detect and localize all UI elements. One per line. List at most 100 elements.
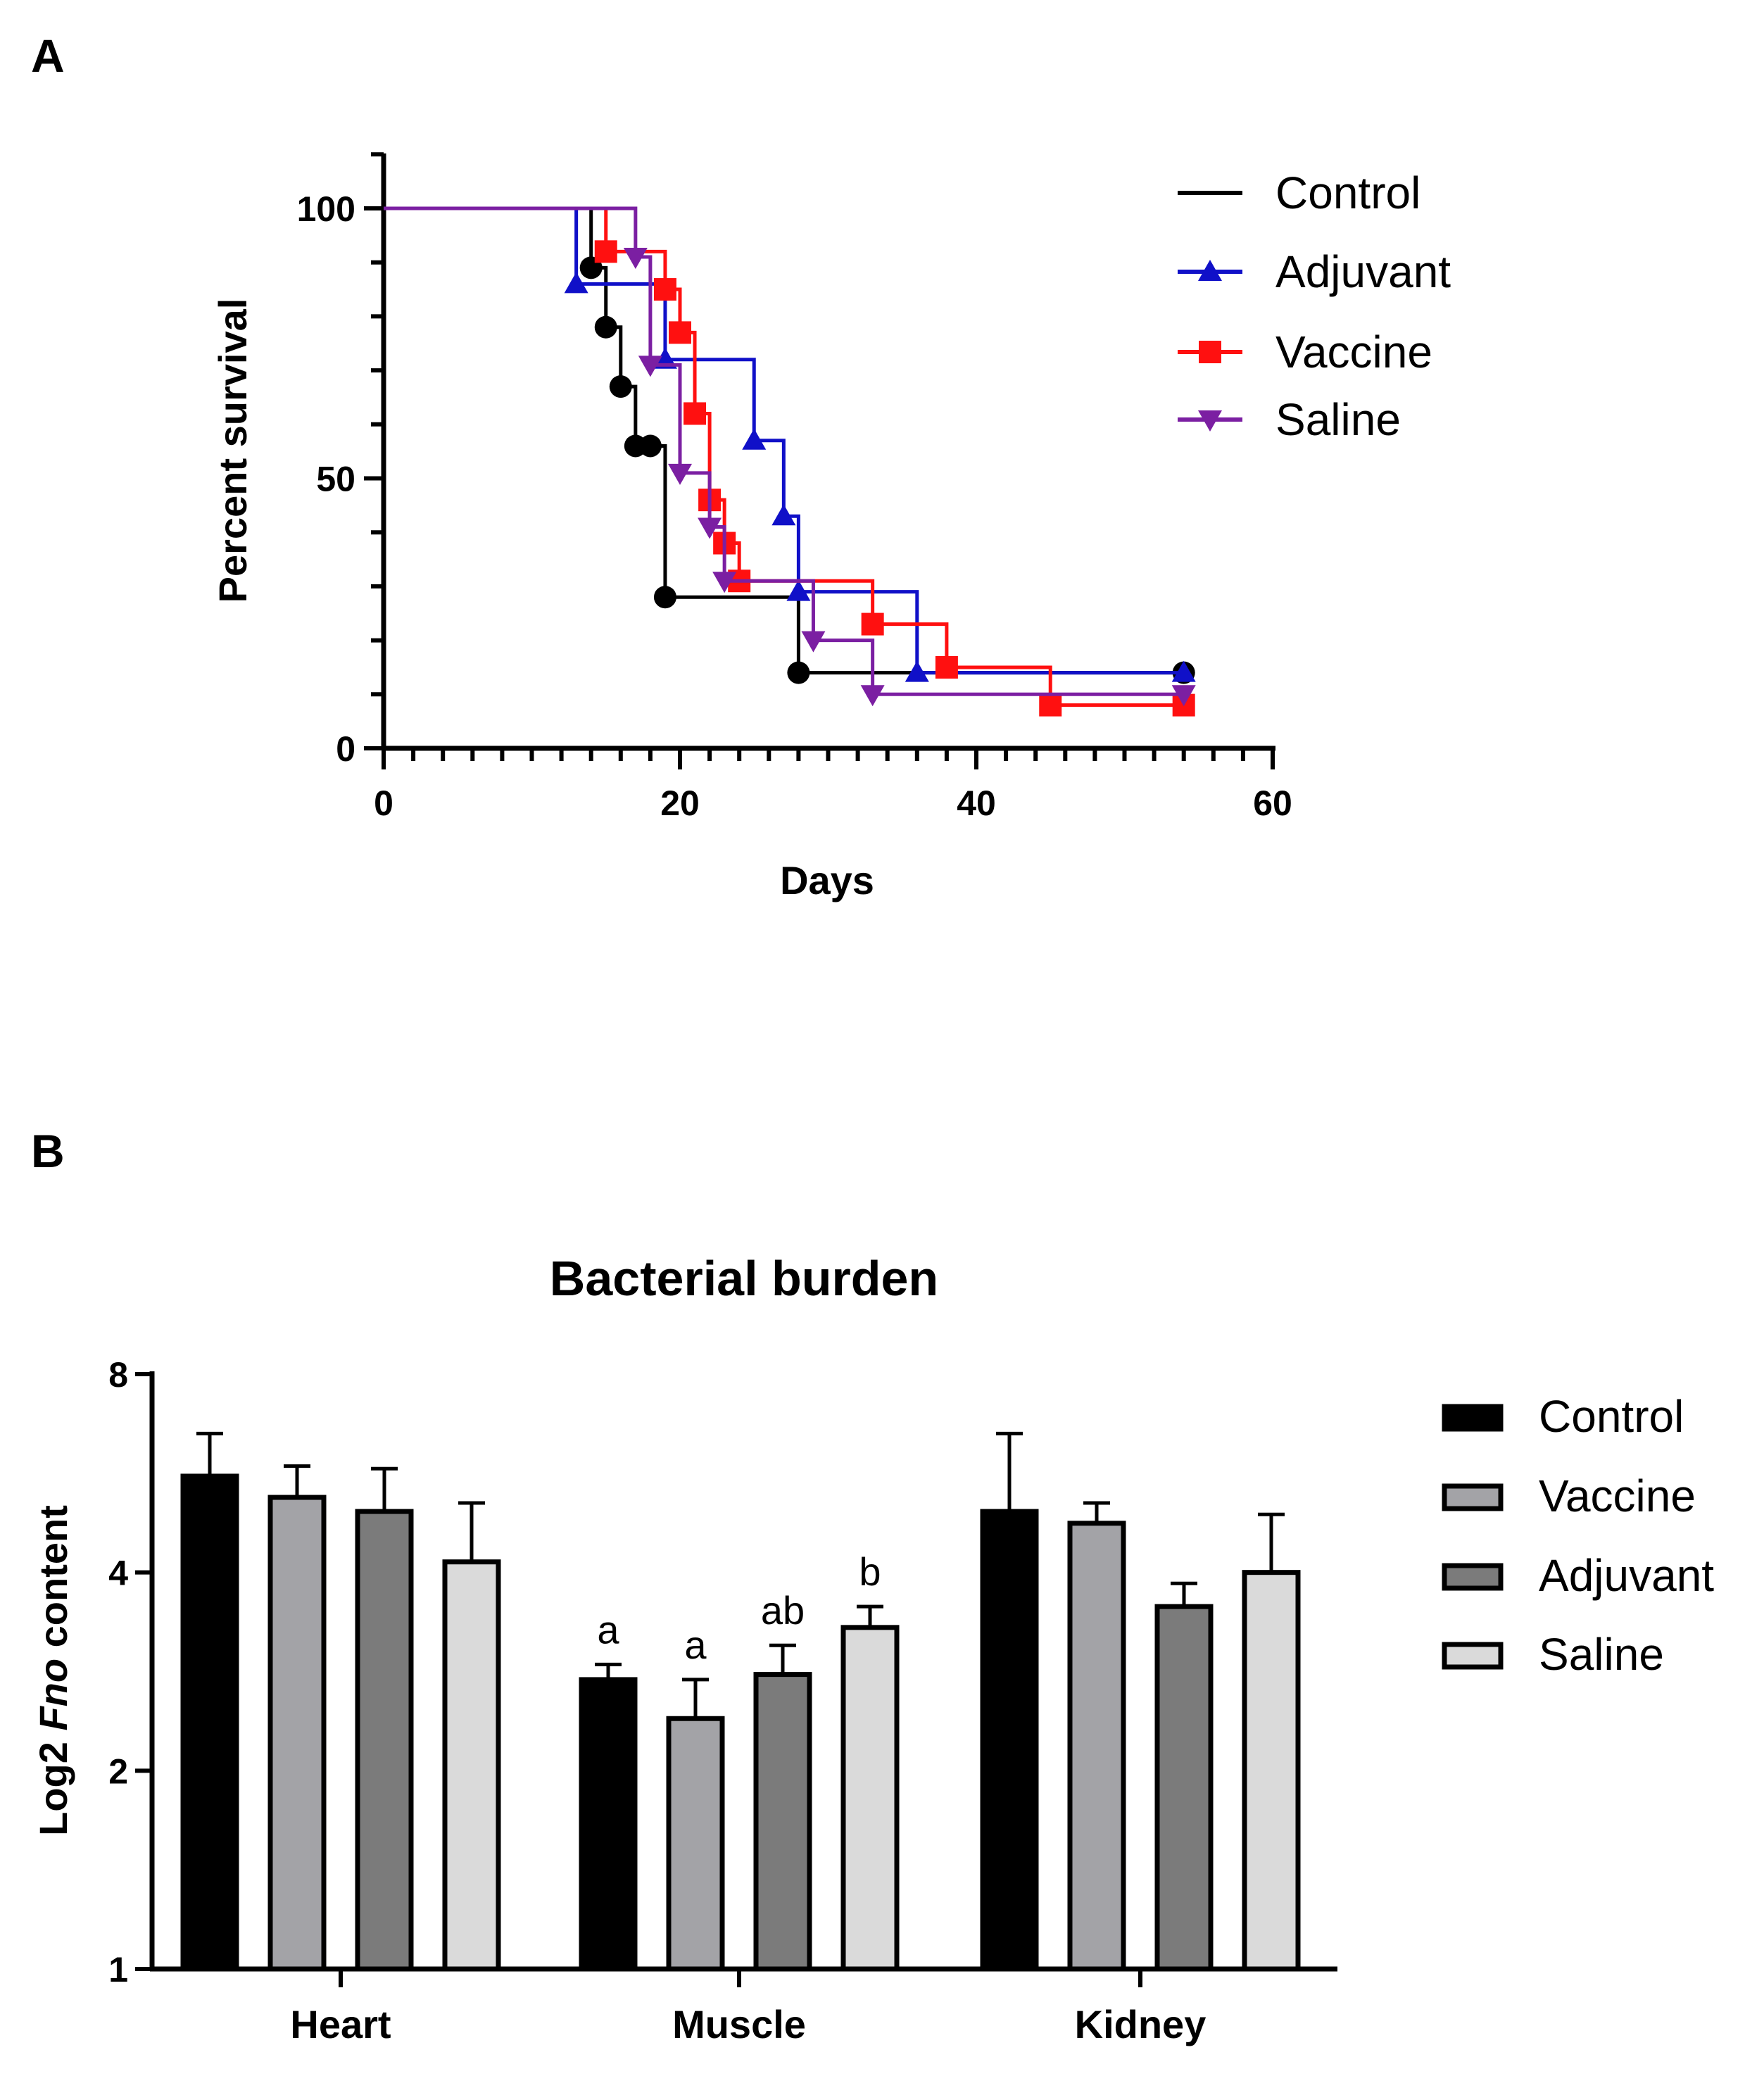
legend-label: Saline [1539, 1629, 1664, 1680]
y-tick-label: 0 [336, 729, 355, 769]
bar-control [180, 1473, 239, 1972]
legend-swatch [1442, 1642, 1504, 1670]
legend-label: Vaccine [1539, 1471, 1696, 1521]
data-point-adjuvant [786, 579, 811, 601]
series-adjuvant [384, 206, 1196, 682]
survival-chart: 0 50 100 0 20 40 60 Days Percent survival Contro… [210, 152, 1451, 902]
series-control [384, 206, 1195, 684]
y-tick-label: 8 [108, 1355, 128, 1395]
data-point-adjuvant [564, 272, 588, 294]
legend-item-adjuvant: Adjuvant [1442, 1550, 1714, 1601]
data-point-control [787, 661, 810, 684]
survival-line-adjuvant [384, 206, 1184, 675]
y-tick-label: 50 [316, 460, 355, 499]
bar-saline [840, 1625, 900, 1972]
legend-marker [1198, 410, 1222, 432]
data-point-adjuvant [771, 504, 796, 526]
significance-label: a [597, 1607, 619, 1652]
legend-label: Saline [1275, 394, 1401, 445]
bar-adjuvant [753, 1672, 812, 1972]
panel-label-b: B [31, 1125, 65, 1177]
legend-item-saline: Saline [1442, 1629, 1664, 1680]
burden-legend: Control Vaccine Adjuvant Saline [1442, 1391, 1714, 1680]
data-point-saline [1171, 685, 1196, 707]
x-tick-label: 60 [1253, 784, 1292, 823]
legend-item-saline: Saline [1178, 394, 1401, 445]
legend-label: Adjuvant [1275, 246, 1451, 297]
data-point-vaccine [594, 240, 617, 263]
data-point-saline [860, 685, 885, 707]
bar-group-heart [180, 1431, 501, 1972]
data-point-vaccine [861, 612, 884, 636]
series-vaccine [384, 206, 1195, 717]
legend-item-adjuvant: Adjuvant [1178, 246, 1451, 297]
data-point-control [638, 434, 662, 458]
data-point-vaccine [683, 402, 707, 425]
y-axis-title: Log2 Fno content [31, 1505, 75, 1836]
category-label-heart: Heart [290, 2002, 391, 2046]
legend-marker [1198, 260, 1222, 281]
data-point-adjuvant [905, 660, 929, 682]
data-point-saline [668, 463, 692, 485]
legend-label: Control [1275, 168, 1420, 218]
data-point-vaccine [653, 278, 676, 301]
data-point-saline [638, 356, 662, 377]
x-tick-label: 0 [374, 784, 393, 823]
category-label-kidney: Kidney [1075, 2002, 1207, 2046]
legend-item-control: Control [1178, 168, 1420, 218]
chart-title: Bacterial burden [550, 1251, 938, 1306]
data-point-saline [712, 572, 737, 593]
legend-item-vaccine: Vaccine [1442, 1471, 1696, 1521]
data-point-saline [801, 631, 826, 653]
legend-label: Control [1539, 1391, 1684, 1442]
bar-saline [442, 1559, 501, 1972]
bar-control [579, 1677, 638, 1972]
y-tick-label: 100 [297, 189, 355, 229]
series-saline [384, 206, 1196, 707]
bar-group-kidney [980, 1431, 1301, 1972]
legend-label: Vaccine [1275, 327, 1432, 377]
survival-line-saline [384, 206, 1184, 696]
panel-label-a: A [31, 30, 65, 82]
bar-vaccine [1067, 1521, 1126, 1972]
survival-series [384, 206, 1196, 717]
burden-axes: 1 2 4 8 Log2 Fno content Heart Muscle Kidney [31, 1355, 1337, 2046]
bar-saline [1242, 1570, 1301, 1972]
bar-adjuvant [355, 1509, 414, 1972]
significance-label: a [684, 1623, 707, 1667]
bar-adjuvant [1154, 1604, 1214, 1972]
data-point-vaccine [669, 321, 691, 344]
survival-axes: 0 50 100 0 20 40 60 Days Percent survival [210, 152, 1292, 902]
data-point-adjuvant [742, 428, 767, 450]
bacterial-burden-chart: Bacterial burden 1 2 4 8 Log2 Fno content Hea… [31, 1251, 1714, 2046]
category-label-muscle: Muscle [672, 2002, 806, 2046]
legend-label: Adjuvant [1539, 1550, 1714, 1601]
bar-vaccine [666, 1716, 725, 1972]
data-point-control [609, 375, 632, 398]
survival-legend: Control Adjuvant Vaccine Saline [1178, 168, 1451, 445]
data-point-control [594, 315, 617, 339]
significance-label: b [859, 1549, 881, 1594]
legend-item-vaccine: Vaccine [1178, 327, 1432, 377]
legend-item-control: Control [1442, 1391, 1684, 1442]
legend-swatch [1442, 1483, 1504, 1511]
data-point-saline [698, 517, 722, 539]
y-tick-label: 4 [108, 1554, 128, 1593]
data-point-vaccine [1039, 693, 1062, 717]
bar-group-muscle: a a ab b [579, 1549, 900, 1972]
x-tick-label: 40 [957, 784, 996, 823]
legend-swatch [1442, 1404, 1504, 1432]
data-point-vaccine [935, 655, 958, 679]
legend-swatch [1442, 1563, 1504, 1591]
bar-vaccine [267, 1495, 327, 1972]
data-point-control [653, 586, 676, 609]
bar-control [980, 1509, 1039, 1972]
y-tick-label: 1 [108, 1950, 128, 1989]
significance-label: ab [761, 1588, 805, 1633]
data-point-saline [623, 248, 648, 270]
x-axis-title: Days [780, 858, 874, 902]
burden-bars: a a ab b [180, 1431, 1301, 1972]
data-point-adjuvant [1171, 660, 1196, 682]
y-tick-label: 2 [108, 1751, 128, 1791]
